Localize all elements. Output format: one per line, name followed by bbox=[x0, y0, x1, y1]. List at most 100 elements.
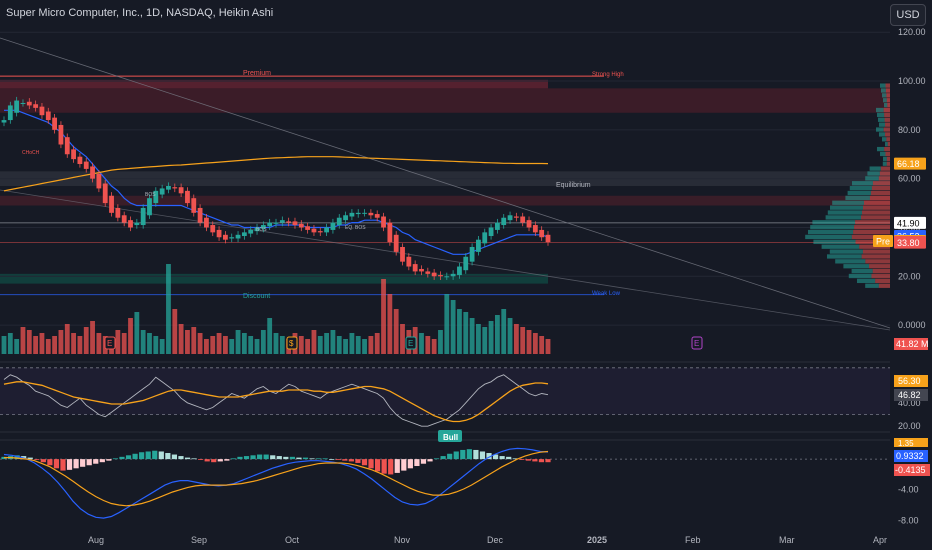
volume-profile-bar bbox=[862, 249, 890, 254]
candle-body bbox=[507, 215, 513, 221]
macd-histogram-bar bbox=[125, 455, 132, 460]
candle-body bbox=[476, 239, 481, 252]
macd-histogram-bar bbox=[66, 459, 73, 470]
macd-tick-label: -8.00 bbox=[898, 515, 919, 525]
price-axis[interactable]: 120.00 100.00 80.00 60.00 40.00 20.00 0.0000 66… bbox=[873, 27, 930, 525]
volume-profile-bar bbox=[879, 171, 890, 176]
macd-signal-badge bbox=[894, 438, 928, 447]
volume-profile-bar bbox=[851, 268, 873, 274]
volume-bar bbox=[317, 336, 323, 354]
volume-bar bbox=[457, 309, 462, 354]
volume-profile-bar bbox=[861, 254, 890, 259]
price-label-text: 33.80 bbox=[897, 238, 920, 248]
macd-histogram-bar bbox=[270, 455, 276, 460]
macd-histogram-bar bbox=[283, 456, 289, 460]
volume-bar bbox=[204, 339, 209, 354]
volume-bar bbox=[20, 327, 26, 354]
equilibrium-label: Equilibrium bbox=[556, 182, 591, 189]
volume-profile-bar bbox=[832, 200, 864, 205]
rsi-tick-label: 40.00 bbox=[898, 398, 921, 408]
volume-bar bbox=[216, 333, 222, 354]
volume-bar bbox=[229, 339, 235, 354]
candle-body bbox=[248, 229, 254, 234]
candle-body bbox=[216, 229, 222, 238]
candle-body bbox=[26, 101, 32, 106]
macd-histogram-bar bbox=[499, 456, 505, 460]
time-tick-label: Apr bbox=[873, 535, 887, 545]
rsi-ma-badge bbox=[894, 375, 928, 387]
candle-body bbox=[115, 207, 121, 218]
candle-body bbox=[324, 227, 330, 233]
volume-bar bbox=[96, 333, 102, 354]
volume-profile-bar bbox=[847, 190, 871, 196]
volume-profile-bar bbox=[886, 137, 890, 142]
time-axis[interactable]: Aug Sep Oct Nov Dec 2025 Feb Mar Apr bbox=[88, 535, 887, 545]
macd-histogram-bar bbox=[184, 457, 191, 460]
volume-bar bbox=[166, 264, 171, 354]
candle-body bbox=[381, 216, 386, 228]
macd-histogram-bar bbox=[40, 459, 46, 463]
macd-histogram-bar bbox=[440, 456, 446, 460]
candle-body bbox=[412, 264, 418, 272]
currency-button[interactable]: USD bbox=[890, 4, 926, 26]
volume-bar bbox=[311, 330, 317, 354]
price-tick-label: 80.00 bbox=[898, 125, 921, 135]
symbol-title: Super Micro Computer, Inc., 1D, NASDAQ, … bbox=[6, 7, 274, 19]
macd-histogram-bar bbox=[519, 459, 525, 460]
macd-value-badge bbox=[894, 450, 928, 462]
volume-bar bbox=[45, 339, 51, 354]
volume-profile-bar bbox=[870, 190, 890, 196]
volume-profile-bar bbox=[878, 283, 890, 288]
volume-bar bbox=[26, 330, 32, 354]
volume-profile-bar bbox=[886, 93, 890, 98]
volume-bar bbox=[330, 330, 336, 354]
volume-bar bbox=[349, 333, 355, 354]
macd-histogram-bar bbox=[447, 453, 453, 460]
volume-profile-bar bbox=[871, 273, 890, 279]
candle-body bbox=[197, 207, 203, 223]
price-label-text: 66.18 bbox=[897, 159, 920, 169]
volume-bar bbox=[368, 336, 374, 354]
macd-histogram-bar bbox=[237, 456, 243, 460]
weak-low-label: Weak Low bbox=[592, 291, 621, 297]
volume-bar bbox=[305, 339, 311, 354]
candle-body bbox=[532, 225, 538, 233]
volume-profile bbox=[805, 83, 890, 288]
volume-profile-bar bbox=[867, 171, 880, 176]
price-label-text: 41.90 bbox=[897, 218, 920, 228]
volume-bar bbox=[121, 333, 127, 354]
earnings-icon-label: E bbox=[408, 339, 413, 348]
macd-histogram-bar bbox=[132, 453, 138, 460]
candle-body bbox=[153, 190, 159, 204]
time-tick-label: Nov bbox=[394, 535, 411, 545]
volume-bar bbox=[482, 327, 488, 354]
macd-histogram-bar bbox=[263, 454, 269, 460]
candle-body bbox=[185, 190, 190, 204]
volume-bar bbox=[425, 336, 431, 354]
candle-body bbox=[96, 173, 102, 189]
candle-body bbox=[444, 276, 450, 278]
volume-profile-bar bbox=[827, 254, 862, 259]
volume-bar bbox=[191, 327, 197, 354]
volume-bar bbox=[450, 300, 456, 354]
volume-profile-bar bbox=[857, 278, 876, 284]
candle-body bbox=[279, 220, 285, 223]
macd-histogram-bar bbox=[289, 456, 295, 460]
volume-bar bbox=[324, 333, 330, 354]
volume-profile-bar bbox=[875, 278, 890, 284]
volume-profile-bar bbox=[863, 205, 890, 210]
volume-bar bbox=[494, 315, 500, 354]
volume-profile-bar bbox=[880, 83, 886, 88]
macd-histogram-bar bbox=[53, 459, 60, 469]
volume-bar bbox=[14, 339, 20, 354]
volume-bar bbox=[273, 333, 279, 354]
volume-profile-bar bbox=[869, 166, 881, 171]
volume-bar bbox=[159, 339, 165, 354]
discount-label: Discount bbox=[243, 293, 270, 300]
candle-body bbox=[128, 220, 133, 228]
candle-body bbox=[305, 226, 311, 230]
volume-bar bbox=[140, 330, 146, 354]
candle-body bbox=[431, 272, 437, 277]
macd-histogram-bar bbox=[348, 459, 354, 462]
